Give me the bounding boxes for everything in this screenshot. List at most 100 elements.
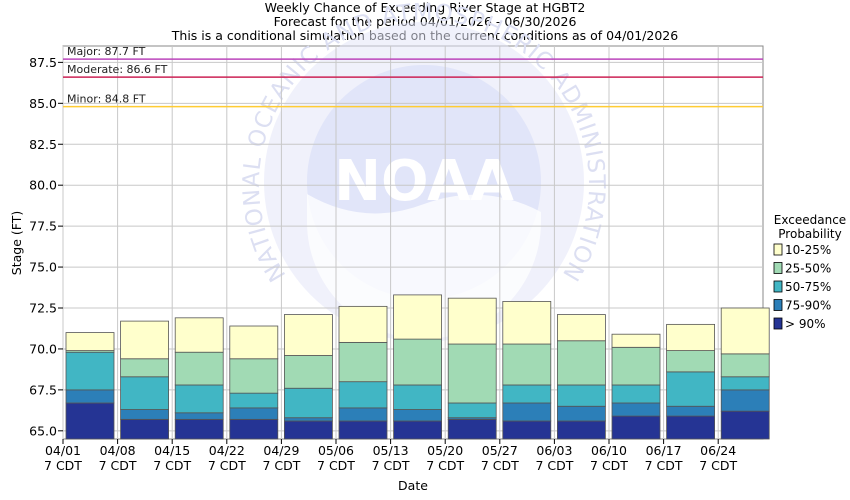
x-tick-sublabel-7: 7 CDT [426, 458, 464, 473]
bar-06-24-3 [720, 353, 770, 378]
bar-05-13-0 [393, 420, 443, 440]
x-tick-sublabel-1: 7 CDT [99, 458, 137, 473]
flood-label-0: Major: 87.7 FT [67, 45, 146, 58]
bar-05-13-3 [393, 338, 443, 386]
y-tick-label-6: 80.0 [29, 178, 57, 193]
y-tick-label-3: 72.5 [29, 301, 57, 316]
y-tick-label-9: 87.5 [29, 55, 57, 70]
x-tick-label-8: 05/27 [482, 443, 518, 458]
y-tick-label-4: 75.0 [29, 260, 57, 275]
bar-05-20-4 [447, 297, 497, 345]
y-tick-label-2: 70.0 [29, 341, 57, 356]
x-tick-label-2: 04/15 [154, 443, 190, 458]
x-tick-label-9: 06/03 [536, 443, 572, 458]
bar-06-24-4 [720, 307, 770, 355]
bars-group [65, 294, 770, 440]
legend-swatch-0 [773, 243, 783, 256]
bar-06-17-4 [666, 323, 715, 351]
bar-04-29-4 [283, 314, 333, 356]
bar-04-29-2 [283, 387, 333, 419]
bar-05-20-2 [447, 402, 497, 419]
bar-05-06-0 [338, 420, 388, 440]
bar-04-15-1 [174, 412, 224, 420]
y-tick-label-1: 67.5 [29, 382, 57, 397]
x-tick-label-7: 05/20 [427, 443, 463, 458]
y-axis-label: Stage (FT) [9, 211, 24, 275]
bar-04-15-3 [174, 351, 224, 386]
legend-label-0: 10-25% [785, 243, 831, 257]
bar-06-17-0 [666, 415, 715, 440]
bar-04-01-1 [65, 389, 115, 404]
x-tick-sublabel-9: 7 CDT [535, 458, 573, 473]
legend-swatch-3 [773, 299, 783, 311]
bar-05-13-4 [393, 294, 443, 340]
bar-06-17-2 [666, 371, 715, 407]
x-tick-label-1: 04/08 [100, 443, 136, 458]
bar-04-29-0 [283, 420, 333, 440]
bar-06-03-3 [557, 340, 606, 386]
bar-04-29-1 [283, 417, 333, 422]
flood-levels: Major: 87.7 FT Moderate: 86.6 FT Minor: 84… [63, 45, 763, 108]
chart-subtitle: Forecast for the period 04/01/2026 - 06/… [274, 14, 577, 29]
y-tick-label-7: 82.5 [29, 137, 57, 152]
watermark-noaa-text: NOAA [334, 149, 514, 214]
bar-05-20-0 [447, 418, 497, 440]
legend-title-line2: Probability [778, 227, 841, 241]
bar-06-10-3 [611, 346, 661, 386]
x-tick-sublabel-8: 7 CDT [481, 458, 519, 473]
legend-swatch-4 [773, 317, 783, 330]
y-tick-label-8: 85.0 [29, 96, 57, 111]
flood-label-2: Minor: 84.8 FT [67, 93, 146, 106]
x-tick-sublabel-0: 7 CDT [44, 458, 82, 473]
x-tick-sublabel-3: 7 CDT [208, 458, 246, 473]
x-tick-label-4: 04/29 [263, 443, 299, 458]
bar-05-27-2 [502, 384, 552, 404]
bar-04-22-3 [229, 358, 279, 394]
bar-06-10-1 [611, 402, 661, 417]
legend: Exceedance Probability 10-25% 25-50% 50-75… [773, 213, 846, 331]
x-tick-label-11: 06/17 [646, 443, 682, 458]
bar-04-29-3 [283, 355, 333, 389]
bar-06-03-4 [557, 314, 606, 342]
bar-05-20-3 [447, 343, 497, 404]
bar-04-01-2 [65, 351, 115, 391]
bar-04-15-2 [174, 384, 224, 414]
legend-label-1: 25-50% [785, 262, 831, 276]
bar-04-08-4 [120, 320, 169, 360]
bar-05-27-0 [502, 420, 552, 440]
bar-06-17-1 [666, 405, 715, 417]
bar-05-06-4 [338, 305, 388, 343]
bar-04-22-4 [229, 325, 279, 360]
bar-06-10-4 [611, 333, 661, 348]
x-tick-label-6: 05/13 [373, 443, 409, 458]
bar-04-22-0 [229, 418, 279, 440]
bar-06-24-0 [720, 410, 770, 440]
bar-04-08-1 [120, 409, 169, 420]
bar-04-15-0 [174, 418, 224, 440]
bar-05-13-1 [393, 409, 443, 422]
y-tick-label-0: 65.0 [29, 423, 57, 438]
x-tick-sublabel-10: 7 CDT [590, 458, 628, 473]
bar-05-13-2 [393, 384, 443, 410]
bar-04-08-0 [120, 418, 169, 440]
x-tick-label-12: 06/24 [700, 443, 736, 458]
bar-06-24-2 [720, 376, 770, 391]
bar-06-24-1 [720, 389, 770, 412]
bar-06-17-3 [666, 350, 715, 373]
bar-05-27-4 [502, 301, 552, 345]
bar-05-06-3 [338, 341, 388, 383]
x-tick-label-5: 05/06 [318, 443, 354, 458]
bar-05-27-3 [502, 343, 552, 386]
bar-06-03-1 [557, 405, 606, 422]
bar-04-22-2 [229, 392, 279, 409]
y-axis: 65.0 67.5 70.0 72.5 75.0 77.5 80.0 82.5 85.0 87.5 [29, 55, 63, 438]
bar-05-27-1 [502, 402, 552, 422]
legend-swatch-1 [773, 262, 783, 274]
bar-06-10-0 [611, 415, 661, 440]
chart-title: Weekly Chance of Exceeding River Stage a… [265, 0, 586, 15]
bar-04-01-4 [65, 332, 115, 351]
bar-06-03-2 [557, 384, 606, 407]
